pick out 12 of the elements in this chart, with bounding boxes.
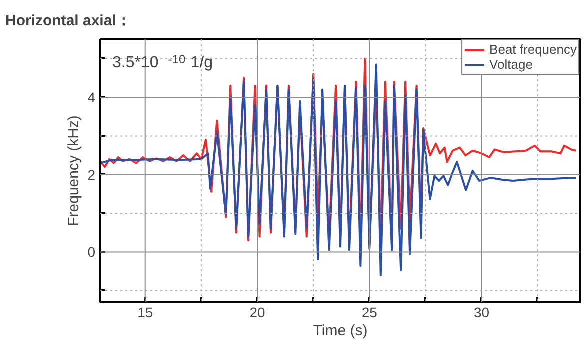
y-tick-label: 4 <box>88 90 96 106</box>
x-tick-label: 25 <box>362 304 378 320</box>
legend-label: Beat frequency <box>490 42 577 57</box>
y-tick-label: 2 <box>88 166 96 183</box>
y-axis-title: Frequency (kHz) <box>66 116 83 226</box>
x-tick-label: 15 <box>138 304 154 320</box>
legend-label: Voltage <box>490 57 533 72</box>
y-tick-label: 0 <box>88 244 96 260</box>
x-axis-title: Time (s) <box>313 322 368 340</box>
x-tick-label: 30 <box>474 304 490 320</box>
chart-title: Horizontal axial： <box>6 12 132 30</box>
x-tick-label: 20 <box>250 304 266 320</box>
